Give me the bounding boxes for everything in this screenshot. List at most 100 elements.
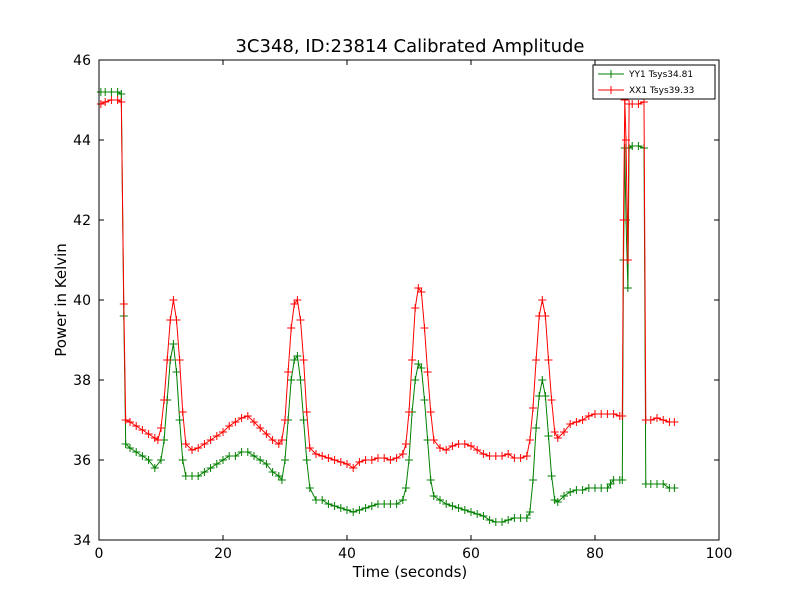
data-point [281,416,289,424]
data-point [398,496,407,504]
data-point [541,392,550,400]
data-point [175,356,184,364]
data-point [560,492,568,500]
data-point [442,446,451,454]
data-point [219,456,227,464]
data-point [349,464,358,472]
data-point [178,456,187,464]
data-point [653,414,661,422]
data-point [426,476,435,484]
data-point [392,500,401,508]
x-axis-label: Time (seconds) [352,563,468,581]
x-tick-label: 0 [95,546,104,562]
data-point [277,476,286,484]
data-point [330,502,339,510]
y-tick-label: 38 [73,373,91,389]
data-point [426,408,435,416]
data-point [618,412,627,420]
data-point [380,454,389,462]
data-point [473,510,482,518]
y-axis: 34 36 38 40 42 44 46 [73,53,719,549]
data-point [634,100,643,108]
data-point [305,444,314,452]
data-point [578,416,587,424]
data-point [619,216,628,224]
data-point [659,480,668,488]
data-point [150,464,159,472]
data-point [268,436,277,444]
x-axis: 0 20 40 60 80 100 [95,60,732,562]
data-point [646,416,655,424]
data-point [336,504,345,512]
data-point [262,430,271,438]
data-point [460,440,469,448]
data-point [550,428,559,436]
data-point [132,422,141,430]
data-point [243,412,252,420]
data-point [525,508,534,516]
data-point [281,456,289,464]
data-point [618,476,627,484]
data-point [113,96,122,104]
data-point [448,502,457,510]
data-point [121,416,130,424]
data-point [367,502,376,510]
data-point [498,452,506,460]
data-point [408,356,417,364]
data-point [200,468,209,476]
data-point [504,516,513,524]
data-point [175,416,184,424]
data-point [243,448,252,456]
data-point [420,324,429,332]
data-point [479,512,488,520]
data-point [200,440,209,448]
data-point [336,458,345,466]
data-point [324,500,333,508]
data-point [670,484,679,492]
series-line [100,99,675,469]
x-tick-label: 80 [586,546,604,562]
data-point [355,458,364,466]
data-point [538,376,547,384]
y-tick-label: 46 [73,53,91,69]
data-point [538,296,547,304]
data-point [287,376,296,384]
data-point [623,256,632,264]
data-point [525,436,534,444]
data-point [126,418,134,426]
legend-box [592,64,716,100]
y-axis-label: Power in Kelvin [52,243,70,357]
data-point [401,484,410,492]
data-point [343,460,351,468]
data-point [448,442,457,450]
data-point [117,98,126,106]
data-point [566,488,575,496]
data-point [302,408,311,416]
data-point [532,356,541,364]
data-point [553,498,562,506]
data-point [541,312,550,320]
data-point [386,456,395,464]
data-point [181,440,190,448]
data-point [287,324,296,332]
data-point [312,450,320,458]
y-tick-label: 40 [73,293,91,309]
data-point [522,514,531,522]
x-tick-label: 20 [214,546,232,562]
data-point [293,352,302,360]
data-point [206,464,215,472]
data-point [529,404,537,412]
data-point [467,442,475,450]
data-point [194,444,203,452]
legend-marker-yy1 [607,70,615,78]
data-point [194,472,203,480]
data-point [623,284,632,292]
data-point [392,454,401,462]
data-point [96,100,105,108]
data-point [212,460,221,468]
data-point [101,98,110,106]
data-point [544,432,553,440]
data-point [634,142,643,150]
data-point [219,428,227,436]
legend-label-yy1: YY1 Tsys34.81 [628,70,693,80]
